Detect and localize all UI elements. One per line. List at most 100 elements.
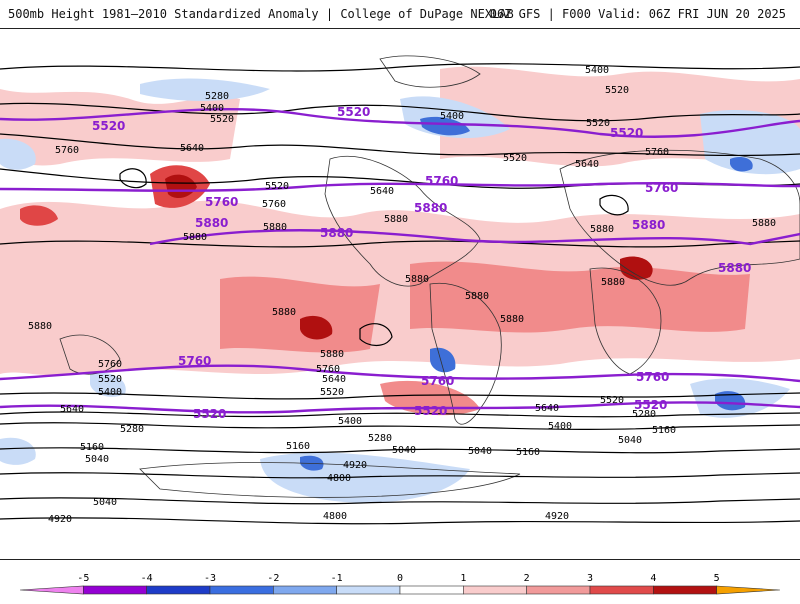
purple-contour-label: 5520 bbox=[414, 404, 447, 418]
colorbar-band bbox=[146, 585, 211, 595]
contour-label: 5040 bbox=[85, 454, 109, 465]
contour-label: 5400 bbox=[338, 416, 362, 427]
colorbar-tick-label: -2 bbox=[267, 573, 279, 584]
contour-label: 4920 bbox=[48, 514, 72, 525]
anomaly-map: 5400 5280 5400 5520 5520 5640 5760 5520 … bbox=[0, 55, 800, 525]
contour-label: 5880 bbox=[272, 307, 296, 318]
purple-contour-label: 5760 bbox=[205, 195, 238, 209]
contour-label: 4800 bbox=[327, 473, 351, 484]
contour-label: 5520 bbox=[98, 374, 122, 385]
contour-label: 5760 bbox=[98, 359, 122, 370]
purple-contour-label: 5880 bbox=[320, 226, 353, 240]
contour-label: 5400 bbox=[98, 387, 122, 398]
contour-label: 5160 bbox=[80, 442, 104, 453]
colorbar-band bbox=[19, 585, 84, 595]
key-contours bbox=[0, 107, 800, 414]
contour-label: 5880 bbox=[320, 349, 344, 360]
purple-contour-label: 5880 bbox=[414, 201, 447, 215]
contour-label: 5640 bbox=[180, 143, 204, 154]
colorbar-tick-label: 5 bbox=[714, 573, 720, 584]
contour-label: 5760 bbox=[55, 145, 79, 156]
contour-label: 5520 bbox=[605, 85, 629, 96]
contour-label-group: 5400 5280 5400 5520 5520 5640 5760 5520 … bbox=[28, 65, 776, 525]
contour-label: 5280 bbox=[120, 424, 144, 435]
map-title: 500mb Height 1981–2010 Standardized Anom… bbox=[8, 7, 514, 21]
colorbar-tick-label: 4 bbox=[650, 573, 656, 584]
contour-label: 5880 bbox=[752, 218, 776, 229]
header-bar: 500mb Height 1981–2010 Standardized Anom… bbox=[0, 0, 800, 28]
colorbar-band bbox=[653, 585, 717, 595]
colorbar-tick-label: 0 bbox=[397, 573, 403, 584]
purple-contour-label: 5760 bbox=[178, 354, 211, 368]
contour-label: 5880 bbox=[28, 321, 52, 332]
purple-contour-label: 5760 bbox=[425, 174, 458, 188]
contour-label: 5640 bbox=[322, 374, 346, 385]
contour-label: 5040 bbox=[468, 446, 492, 457]
contour-label: 5880 bbox=[590, 224, 614, 235]
contour-label: 5280 bbox=[632, 409, 656, 420]
contour-label: 5160 bbox=[516, 447, 540, 458]
purple-contour-label: 5760 bbox=[636, 370, 669, 384]
contour-label: 5040 bbox=[392, 445, 416, 456]
colorbar-tick-label: 1 bbox=[460, 573, 466, 584]
map-panel: 5400 5280 5400 5520 5520 5640 5760 5520 … bbox=[0, 28, 800, 560]
purple-contour-label: 5760 bbox=[645, 181, 678, 195]
contour-label: 5880 bbox=[263, 222, 287, 233]
contour-label: 5880 bbox=[183, 232, 207, 243]
contour-label: 5880 bbox=[601, 277, 625, 288]
colorbar-band bbox=[336, 585, 401, 595]
colorbar-band bbox=[83, 585, 147, 595]
contour-label: 5760 bbox=[645, 147, 669, 158]
contour-label: 5040 bbox=[93, 497, 117, 508]
purple-contour-label: 5760 bbox=[421, 374, 454, 388]
contour-label: 5520 bbox=[265, 181, 289, 192]
colorbar-tick-label: -4 bbox=[141, 573, 153, 584]
height-contours bbox=[0, 63, 800, 525]
contour-label: 5640 bbox=[535, 403, 559, 414]
colorbar-band bbox=[399, 585, 464, 595]
negative-anomaly-shading bbox=[0, 78, 800, 503]
contour-label: 5520 bbox=[503, 153, 527, 164]
colorbar-tick-label: 3 bbox=[587, 573, 593, 584]
purple-contour-label: 5520 bbox=[634, 398, 667, 412]
contour-label: 5280 bbox=[205, 91, 229, 102]
colorbar-band bbox=[526, 585, 591, 595]
contour-label: 5400 bbox=[200, 103, 224, 114]
contour-label: 5640 bbox=[370, 186, 394, 197]
contour-label: 5160 bbox=[652, 425, 676, 436]
contour-label: 5400 bbox=[585, 65, 609, 76]
colorbar-tick-label: 2 bbox=[524, 573, 530, 584]
contour-label: 5400 bbox=[440, 111, 464, 122]
contour-label: 5520 bbox=[320, 387, 344, 398]
contour-label: 4920 bbox=[545, 511, 569, 522]
contour-label: 5760 bbox=[316, 364, 340, 375]
colorbar-svg: -5 -4 -3 -2 -1 0 1 2 3 4 5 bbox=[19, 573, 781, 595]
contour-label: 4800 bbox=[323, 511, 347, 522]
purple-contour-label: 5520 bbox=[193, 407, 226, 421]
contour-label: 5280 bbox=[368, 433, 392, 444]
colorbar-band bbox=[209, 585, 274, 595]
colorbar-band bbox=[273, 585, 337, 595]
contour-label: 5520 bbox=[210, 114, 234, 125]
colorbar-tick-label: -1 bbox=[331, 573, 343, 584]
colorbar-tick-label: -5 bbox=[77, 573, 89, 584]
contour-label: 5880 bbox=[465, 291, 489, 302]
contour-label: 5400 bbox=[548, 421, 572, 432]
purple-contour-label: 5880 bbox=[718, 261, 751, 275]
colorbar-tick-label: -3 bbox=[204, 573, 216, 584]
contour-label: 5040 bbox=[618, 435, 642, 446]
purple-contour-label: 5520 bbox=[337, 105, 370, 119]
colorbar-band bbox=[463, 585, 527, 595]
purple-contour-label: 5880 bbox=[632, 218, 665, 232]
model-run-label: 06Z GFS | F000 Valid: 06Z FRI JUN 20 202… bbox=[489, 7, 786, 21]
contour-label: 5640 bbox=[60, 404, 84, 415]
contour-label: 5520 bbox=[600, 395, 624, 406]
contour-label: 5880 bbox=[500, 314, 524, 325]
anomaly-colorbar: -5 -4 -3 -2 -1 0 1 2 3 4 5 bbox=[0, 568, 800, 600]
contour-label: 5880 bbox=[405, 274, 429, 285]
contour-label: 5520 bbox=[586, 118, 610, 129]
contour-label: 5760 bbox=[262, 199, 286, 210]
colorbar-band bbox=[716, 585, 781, 595]
colorbar-band bbox=[589, 585, 654, 595]
contour-label: 4920 bbox=[343, 460, 367, 471]
